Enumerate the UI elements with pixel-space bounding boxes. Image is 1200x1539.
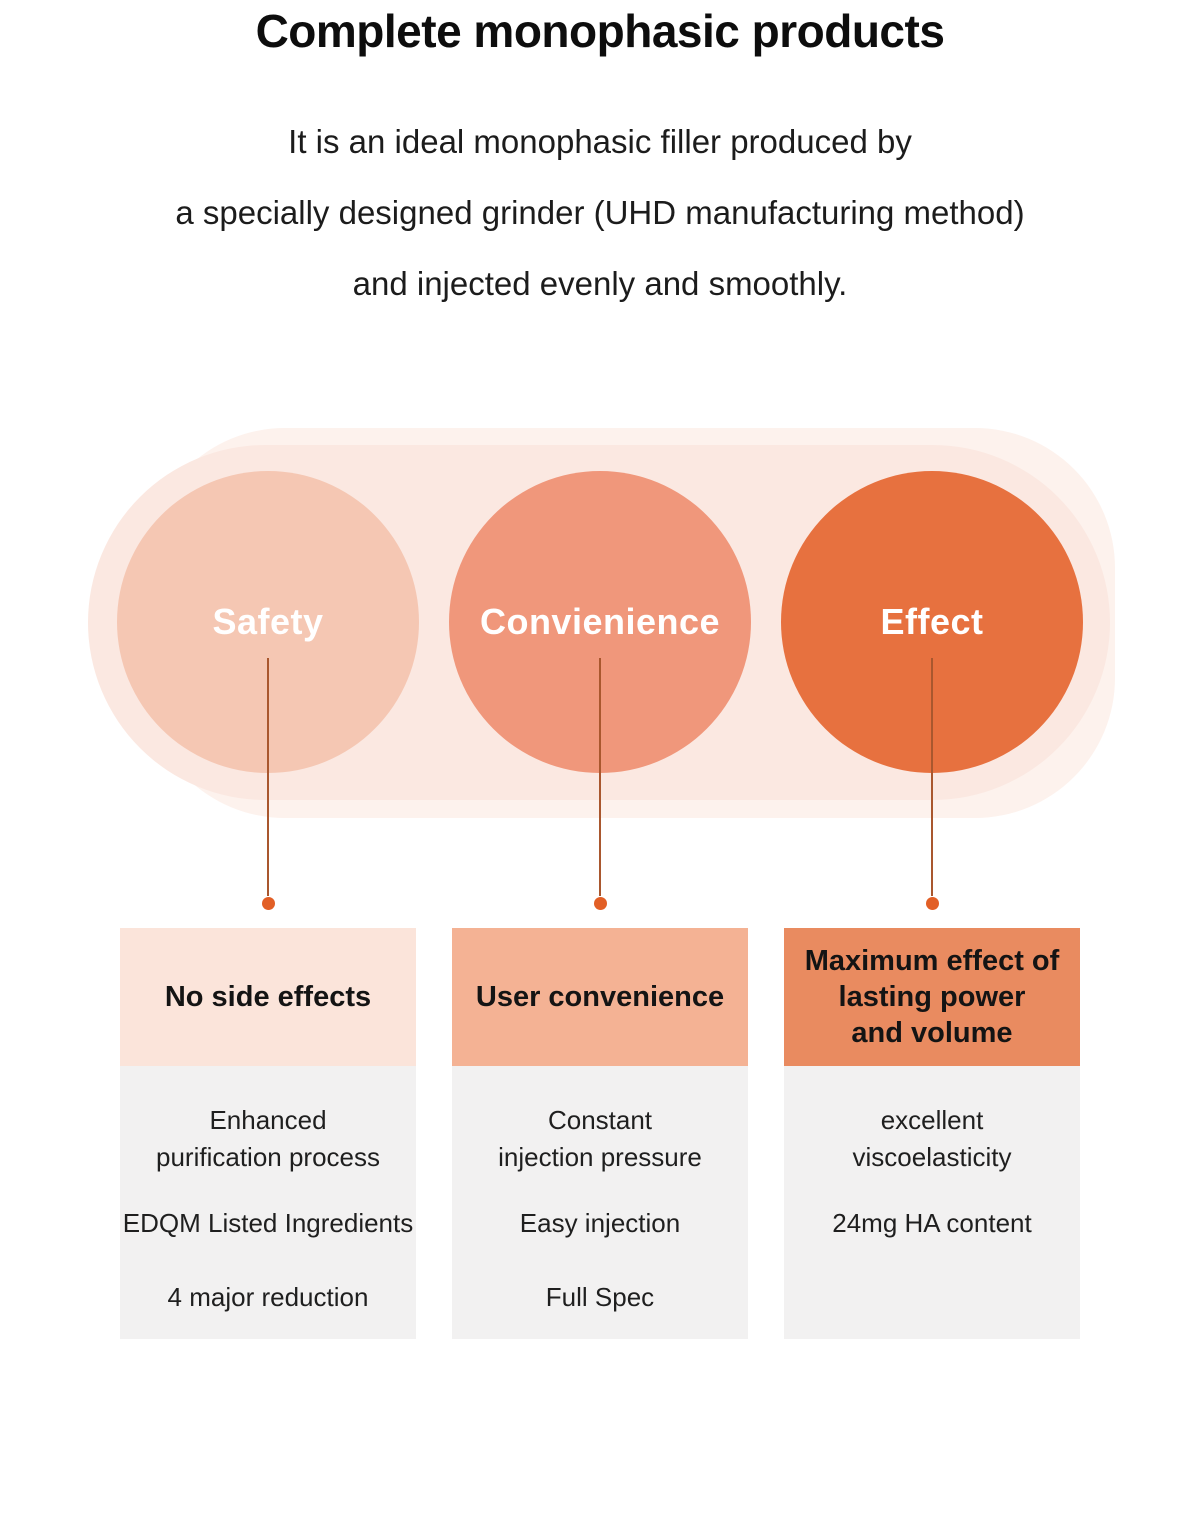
card-item bbox=[784, 1260, 1080, 1334]
card-item: EDQM Listed Ingredients bbox=[122, 1207, 414, 1238]
page-title: Complete monophasic products bbox=[255, 5, 945, 57]
card-header-convenience: User convenience bbox=[452, 928, 748, 1066]
card-item: Enhanced purification process bbox=[156, 1105, 380, 1172]
connector-line-safety bbox=[267, 658, 269, 896]
card-safety: No side effects Enhanced purification pr… bbox=[120, 928, 416, 1339]
connector-line-convenience bbox=[599, 658, 601, 896]
card-body-convenience: Constant injection pressure Easy injecti… bbox=[452, 1066, 748, 1339]
card-header-safety: No side effects bbox=[120, 928, 416, 1066]
card-item: excellent viscoelasticity bbox=[852, 1105, 1012, 1172]
connector-dot-convenience bbox=[594, 897, 607, 910]
circle-label-safety: Safety bbox=[212, 601, 324, 642]
card-item: Constant injection pressure bbox=[498, 1105, 702, 1172]
connector-line-effect bbox=[931, 658, 933, 896]
card-body-effect: excellent viscoelasticity 24mg HA conten… bbox=[784, 1066, 1080, 1339]
card-convenience: User convenience Constant injection pres… bbox=[452, 928, 748, 1339]
circle-label-effect: Effect bbox=[880, 601, 984, 642]
card-item: Full Spec bbox=[545, 1281, 655, 1312]
card-effect: Maximum effect of lasting power and volu… bbox=[784, 928, 1080, 1339]
connector-dot-effect bbox=[926, 897, 939, 910]
intro-text: It is an ideal monophasic filler produce… bbox=[175, 123, 1025, 302]
circle-label-convenience: Convienience bbox=[479, 601, 721, 642]
card-header-effect: Maximum effect of lasting power and volu… bbox=[784, 928, 1080, 1066]
card-body-safety: Enhanced purification process EDQM Liste… bbox=[120, 1066, 416, 1339]
connector-dot-safety bbox=[262, 897, 275, 910]
card-item: Easy injection bbox=[519, 1207, 681, 1238]
card-item: 24mg HA content bbox=[832, 1207, 1032, 1238]
card-item: 4 major reduction bbox=[167, 1281, 369, 1312]
